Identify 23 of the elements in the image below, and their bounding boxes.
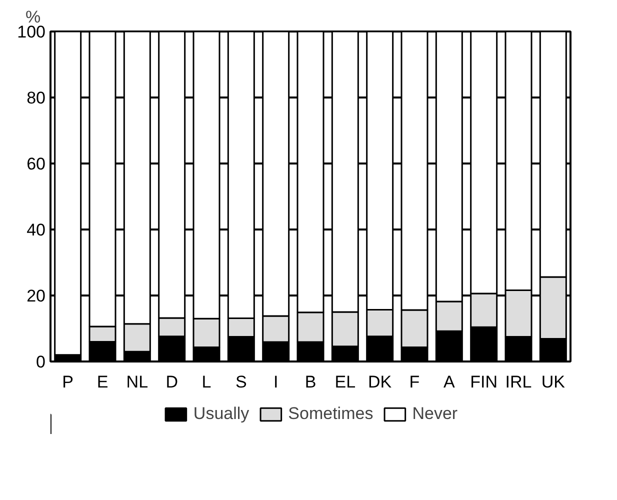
y-tick-label: 40	[26, 220, 46, 240]
x-tick-label: FIN	[470, 372, 498, 392]
x-tick-label: NL	[126, 372, 148, 392]
x-tick-label: S	[235, 372, 247, 392]
x-tick-label: P	[62, 372, 74, 392]
x-tick-label: F	[409, 372, 420, 392]
y-tick-label: 0	[36, 352, 46, 372]
x-tick-label: EL	[334, 372, 356, 392]
legend-label: Usually	[193, 404, 250, 424]
x-tick-label: L	[202, 372, 212, 392]
y-tick-label: 20	[26, 286, 46, 306]
x-tick-label: DK	[368, 372, 392, 392]
x-tick-label: B	[304, 372, 316, 392]
x-tick-label: D	[166, 372, 178, 392]
y-tick-label: 80	[26, 88, 46, 108]
x-tick-label: UK	[541, 372, 566, 392]
y-tick-label: 60	[26, 154, 46, 174]
legend-label: Sometimes	[288, 404, 374, 424]
x-tick-label: A	[443, 372, 456, 392]
x-tick-label: IRL	[505, 372, 532, 392]
x-tick-label: E	[96, 372, 108, 392]
legend-label: Never	[412, 404, 458, 424]
x-tick-label: I	[273, 372, 278, 392]
